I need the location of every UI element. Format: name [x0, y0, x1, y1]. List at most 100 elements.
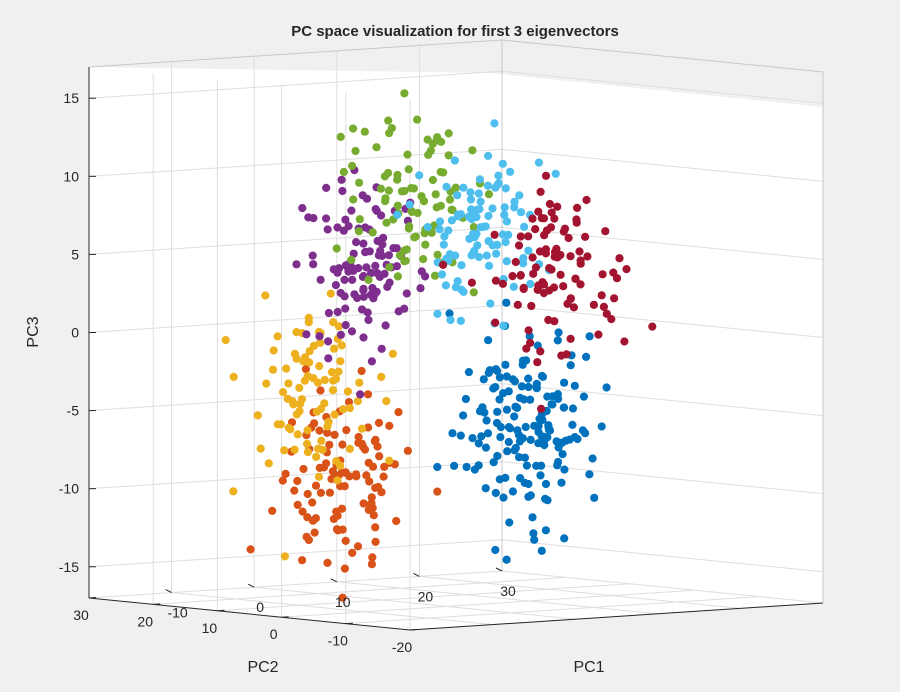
data-point	[315, 362, 324, 371]
data-point	[312, 452, 321, 461]
data-point	[557, 478, 566, 487]
data-point	[453, 210, 462, 219]
data-point	[469, 223, 478, 232]
pc3-axis-label: PC3	[25, 316, 42, 347]
data-point	[293, 430, 302, 439]
data-point	[560, 378, 569, 387]
data-point	[450, 156, 459, 165]
data-point	[551, 169, 560, 178]
data-point	[322, 183, 331, 192]
data-point	[372, 287, 381, 296]
data-point	[568, 420, 577, 429]
data-point	[615, 254, 624, 263]
data-point	[526, 491, 535, 500]
data-point	[278, 388, 288, 397]
data-point	[416, 284, 425, 293]
data-point	[491, 545, 500, 555]
data-point	[456, 316, 465, 325]
data-point	[292, 410, 301, 419]
pc1-ticks: -10 0 10 20 30	[165, 567, 516, 621]
data-point	[522, 461, 532, 470]
data-point	[578, 426, 588, 435]
data-point	[499, 321, 508, 330]
data-point	[393, 210, 402, 219]
pc1-tick-label: -10	[167, 605, 187, 621]
data-point	[312, 407, 321, 416]
data-point	[349, 249, 358, 258]
grid-line-y-floor	[88, 570, 503, 599]
data-point	[326, 289, 335, 298]
data-point	[319, 463, 329, 472]
data-point	[405, 200, 414, 209]
data-point	[298, 556, 307, 565]
data-point	[323, 428, 332, 437]
data-point	[495, 395, 504, 404]
data-point	[377, 488, 386, 497]
data-point	[590, 493, 599, 502]
data-point	[320, 399, 329, 408]
data-point	[314, 472, 324, 481]
data-point	[365, 477, 374, 486]
data-point	[531, 263, 541, 272]
data-point	[502, 372, 511, 381]
data-point	[554, 457, 563, 467]
data-point	[534, 158, 544, 167]
data-point	[538, 415, 547, 425]
data-point	[288, 397, 297, 406]
data-point	[421, 272, 430, 281]
grid-line-y-floor	[345, 596, 759, 625]
data-point	[462, 462, 471, 472]
pc2-tick-mark	[345, 622, 353, 625]
data-point	[527, 301, 536, 311]
data-point	[411, 232, 420, 241]
data-point	[299, 464, 308, 474]
data-point	[310, 528, 319, 537]
data-point	[347, 255, 356, 264]
data-point	[475, 175, 484, 184]
data-point	[359, 239, 368, 248]
data-point	[599, 302, 609, 311]
data-point	[570, 381, 579, 390]
data-point	[367, 560, 376, 569]
data-point	[564, 233, 573, 243]
data-point	[338, 440, 347, 449]
data-point	[532, 461, 541, 470]
scatter-points	[221, 89, 657, 602]
data-point	[364, 315, 373, 325]
data-point	[298, 507, 307, 516]
data-point	[329, 318, 338, 327]
data-point	[543, 392, 552, 401]
pc3-tick-label: 15	[63, 90, 79, 106]
data-point	[313, 378, 322, 387]
data-point	[333, 268, 342, 277]
data-point	[478, 403, 487, 412]
data-point	[529, 529, 538, 538]
data-point	[572, 218, 581, 227]
data-point	[384, 116, 393, 125]
data-point	[493, 451, 502, 461]
data-point	[495, 373, 504, 382]
data-point	[221, 336, 230, 345]
data-point	[296, 399, 305, 409]
data-point	[381, 194, 390, 203]
data-point	[433, 309, 442, 318]
data-point	[476, 223, 485, 232]
data-point	[602, 383, 611, 392]
data-point	[397, 187, 406, 196]
data-point	[524, 246, 533, 255]
data-point	[579, 392, 589, 401]
data-point	[498, 159, 507, 168]
data-point	[308, 516, 318, 525]
data-point	[488, 241, 497, 250]
data-point	[402, 289, 411, 298]
data-point	[368, 553, 377, 562]
data-point	[318, 445, 327, 454]
data-point	[648, 322, 657, 331]
axis-line-y	[88, 597, 411, 631]
data-point	[340, 564, 349, 573]
data-point	[354, 432, 363, 442]
data-point	[403, 150, 412, 159]
pc2-tick-mark	[153, 603, 161, 605]
data-point	[498, 279, 507, 288]
data-point	[415, 171, 424, 180]
